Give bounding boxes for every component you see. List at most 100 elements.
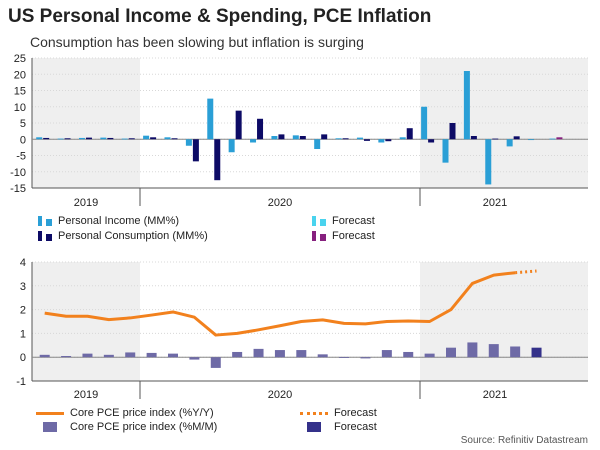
legend-income: Personal Income (MM%)	[38, 215, 179, 227]
bar-consumption-11	[278, 134, 285, 140]
y-tick-label-1-0: 4	[20, 257, 26, 269]
bar-core-mm-17	[403, 351, 414, 358]
legend-core-yoy-forecast-label: Forecast	[334, 407, 377, 419]
bar-consumption-8	[214, 139, 221, 181]
bar-consumption-2	[85, 137, 92, 140]
bar-income-14	[335, 138, 342, 140]
bar-consumption-22	[513, 136, 520, 140]
bar-core-mm-16	[381, 350, 392, 358]
legend-consumption-forecast-label: Forecast	[332, 230, 375, 242]
legend-core-yoy: Core PCE price index (%Y/Y)	[36, 407, 214, 419]
bar-income-4	[121, 138, 128, 140]
legend-consumption: Personal Consumption (MM%)	[38, 230, 208, 242]
x-year-label-0-2: 2021	[483, 197, 507, 209]
line-core-yoy-forecast	[515, 269, 537, 275]
legend-core-yoy-forecast-swatch	[300, 411, 328, 415]
chart-title: US Personal Income & Spending, PCE Infla…	[8, 6, 432, 27]
y-tick-label-0-5: 0	[20, 134, 26, 146]
y-tick-label-0-0: 25	[14, 53, 26, 65]
source-note: Source: Refinitiv Datastream	[460, 435, 588, 446]
x-year-label-1-2: 2021	[483, 389, 507, 401]
bar-consumption-18	[428, 139, 435, 143]
bar-income-2	[78, 137, 85, 140]
y-tick-label-1-4: 0	[20, 352, 26, 364]
legend-core-yoy-swatch	[36, 411, 64, 415]
bar-income-23	[528, 139, 535, 141]
bar-core-mm-18	[424, 353, 435, 358]
bar-consumption-0	[43, 137, 50, 140]
legend-core-yoy-label: Core PCE price index (%Y/Y)	[70, 407, 214, 419]
bar-core-mm-9	[232, 351, 243, 358]
legend-core-mm-forecast-swatch	[307, 422, 321, 432]
bar-consumption-7	[192, 139, 199, 162]
bar-consumption-5	[150, 137, 157, 140]
x-year-label-1-0: 2019	[74, 389, 98, 401]
bar-core-mm-2	[82, 353, 93, 358]
y-tick-label-0-2: 15	[14, 86, 26, 98]
bar-core-mm-10	[253, 348, 264, 358]
y-tick-label-0-1: 20	[14, 69, 26, 81]
bar-consumption-16	[385, 139, 392, 142]
bar-consumption-3	[107, 137, 114, 140]
bar-consumption-10	[257, 118, 264, 140]
bar-income-1	[57, 138, 64, 140]
legend-core-mm-forecast: Forecast	[300, 421, 377, 433]
legend-income-forecast-swatch	[312, 216, 326, 226]
bar-core-mm-forecast-0	[531, 347, 542, 358]
bar-consumption-20	[470, 136, 477, 140]
bar-core-mm-19	[446, 347, 456, 358]
y-tick-label-1-1: 3	[20, 281, 26, 293]
bar-income-17	[399, 137, 406, 140]
bar-core-mm-1	[61, 356, 72, 358]
bar-income-18	[421, 106, 428, 140]
bar-core-mm-5	[146, 352, 157, 358]
x-year-label-0-0: 2019	[74, 197, 98, 209]
x-year-label-1-1: 2020	[268, 389, 292, 401]
bar-income-21	[485, 139, 492, 185]
bar-consumption-15	[363, 139, 370, 141]
bar-consumption-12	[299, 136, 306, 140]
bar-income-9	[228, 139, 235, 153]
bar-income-11	[271, 136, 278, 140]
bar-core-mm-8	[210, 357, 221, 368]
y-tick-label-1-5: -1	[16, 376, 26, 388]
legend-core-mm: Core PCE price index (%M/M)	[36, 421, 217, 433]
x-year-label-0-1: 2020	[268, 197, 292, 209]
y-tick-label-0-3: 10	[14, 102, 26, 114]
bar-consumption-9	[235, 110, 242, 140]
legend-consumption-forecast-swatch	[312, 231, 326, 241]
bar-core-mm-22	[510, 346, 521, 358]
bar-income-22	[506, 139, 513, 147]
bar-consumption-forecast-0	[556, 137, 563, 140]
bar-core-mm-21	[488, 344, 499, 358]
bar-income-10	[250, 139, 257, 143]
bar-income-8	[207, 98, 214, 140]
bar-consumption-19	[449, 123, 456, 140]
chart-subtitle: Consumption has been slowing but inflati…	[30, 34, 364, 50]
bar-core-mm-7	[189, 357, 200, 360]
bar-income-16	[378, 139, 385, 143]
shade-region-2021-1	[420, 262, 588, 381]
bar-core-mm-4	[125, 352, 136, 358]
bar-income-5	[143, 135, 150, 140]
bar-income-3	[100, 137, 107, 140]
bar-income-0	[36, 137, 43, 140]
bar-core-mm-14	[339, 357, 350, 358]
line-core-yoy	[44, 271, 516, 337]
legend-income-forecast-label: Forecast	[332, 215, 375, 227]
bar-income-24	[549, 138, 556, 140]
bar-core-mm-13	[317, 354, 328, 358]
legend-core-mm-forecast-label: Forecast	[334, 421, 377, 433]
y-tick-label-0-4: 5	[20, 118, 26, 130]
bar-core-mm-3	[103, 354, 114, 358]
bar-consumption-6	[171, 138, 178, 140]
bar-consumption-17	[406, 128, 413, 140]
legend-consumption-forecast: Forecast	[312, 230, 375, 242]
bar-core-mm-11	[274, 350, 285, 358]
bar-consumption-14	[342, 138, 349, 140]
y-tick-label-0-6: -5	[16, 151, 26, 163]
legend-consumption-swatch	[38, 231, 52, 241]
legend-income-label: Personal Income (MM%)	[58, 215, 180, 227]
y-tick-label-1-3: 1	[20, 328, 26, 340]
